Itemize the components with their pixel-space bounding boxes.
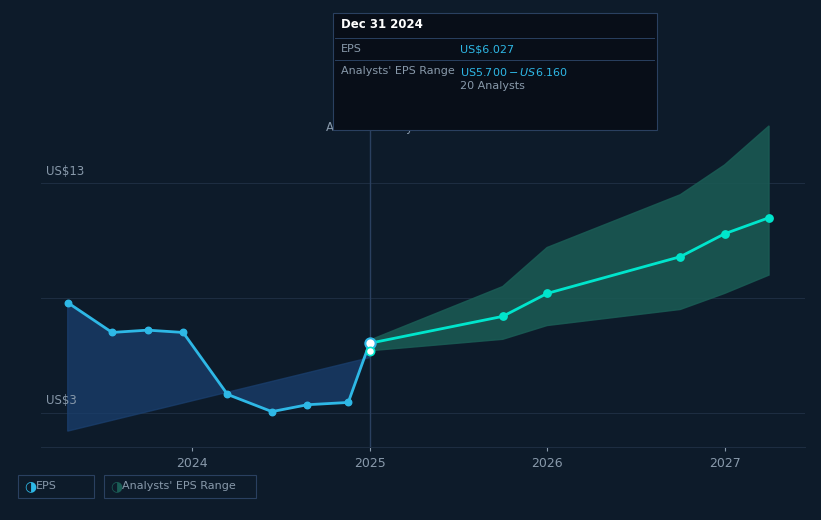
Text: Actual: Actual [325,121,362,134]
Text: US$5.700 - US$6.160: US$5.700 - US$6.160 [460,66,568,78]
Text: US$6.027: US$6.027 [460,44,514,54]
Point [265,408,278,416]
Point [718,230,732,238]
Point [496,312,509,320]
Text: ◑: ◑ [24,479,36,493]
Point [221,390,234,398]
Polygon shape [369,126,769,351]
Text: Analysts' EPS Range: Analysts' EPS Range [122,481,236,491]
Point [141,326,154,334]
Text: 20 Analysts: 20 Analysts [460,81,525,90]
Point [674,253,687,261]
Text: Dec 31 2024: Dec 31 2024 [341,18,423,31]
Point [363,339,376,347]
Text: US$3: US$3 [46,394,77,407]
Text: EPS: EPS [341,44,361,54]
Point [177,328,190,336]
Point [300,400,314,409]
Point [106,328,119,336]
Point [342,398,355,407]
Text: EPS: EPS [36,481,57,491]
Text: US$13: US$13 [46,164,85,177]
Point [763,214,776,222]
Text: Analysts Forecasts: Analysts Forecasts [380,121,490,134]
Point [540,289,553,297]
Text: ◑: ◑ [110,479,122,493]
Point [61,298,74,307]
Text: Analysts' EPS Range: Analysts' EPS Range [341,66,455,76]
Point [363,347,376,355]
Polygon shape [67,303,369,431]
